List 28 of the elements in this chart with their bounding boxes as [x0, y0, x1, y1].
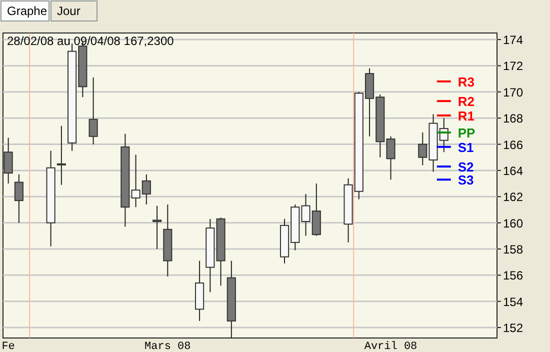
- y-tick-label: 162: [503, 190, 524, 204]
- ref-line-label: PP: [458, 125, 476, 140]
- y-tick-label: 156: [503, 268, 524, 283]
- y-tick-label: 164: [503, 164, 524, 178]
- candlestick: [152, 205, 162, 250]
- candlestick: [14, 174, 24, 224]
- candlestick: [56, 125, 66, 186]
- ref-line-label: R3: [458, 74, 475, 90]
- ref-line-label: R1: [458, 108, 475, 124]
- ref-line-label: R2: [458, 94, 475, 110]
- x-tick-label: Fe: [2, 341, 15, 352]
- ref-line-label: S1: [458, 140, 474, 155]
- chart-title: 28/02/08 au 09/04/08 167,2300: [7, 34, 174, 48]
- y-tick-label: 170: [503, 85, 524, 100]
- x-tick-label: Mars 08: [144, 341, 191, 352]
- tab-bar: Graphe Jour: [0, 0, 98, 22]
- y-tick-label: 168: [503, 112, 524, 126]
- ref-line-label: S3: [458, 172, 474, 188]
- y-tick-label: 172: [503, 59, 524, 74]
- y-tick-label: 166: [503, 138, 524, 152]
- x-tick-label: Avril 08: [364, 341, 418, 352]
- y-tick-label: 174: [503, 33, 524, 48]
- y-tick-label: 152: [503, 321, 524, 336]
- y-tick-label: 158: [503, 242, 524, 256]
- candlestick: [88, 77, 98, 145]
- y-tick-label: 160: [503, 216, 524, 230]
- y-tick-label: 154: [503, 294, 524, 309]
- ref-line-label: S2: [458, 160, 474, 175]
